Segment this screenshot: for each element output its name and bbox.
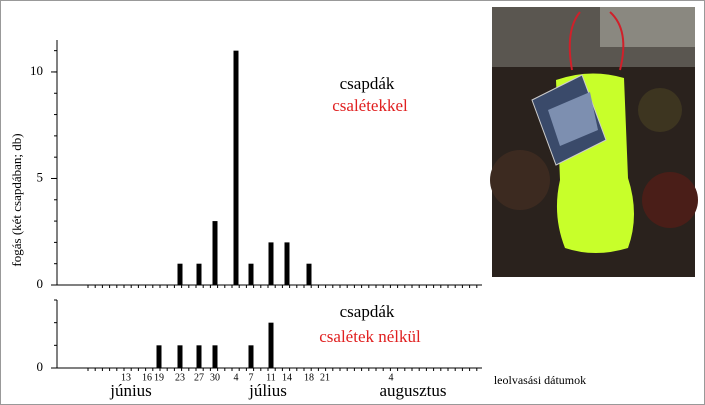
bar [212, 221, 218, 285]
x-tick-label: 21 [320, 372, 330, 383]
x-axis-label: leolvasási dátumok [494, 373, 586, 387]
bar [248, 263, 254, 285]
x-tick-label: 27 [194, 372, 204, 383]
y-tick-label: 0 [37, 359, 44, 374]
x-tick-label: 14 [282, 372, 292, 383]
bar [248, 345, 254, 368]
annotation: csapdák [340, 74, 395, 93]
bar [233, 50, 239, 285]
bar [177, 263, 183, 285]
bar [196, 345, 202, 368]
y-axis-label: fogás (két csapdában; db) [9, 133, 24, 266]
month-label: június [109, 381, 152, 400]
x-tick-label: 4 [389, 372, 394, 383]
bar [268, 242, 274, 285]
bar [268, 322, 274, 368]
photo [490, 7, 698, 277]
x-tick-label: 30 [210, 372, 220, 383]
annotation: csalétek nélkül [319, 327, 421, 346]
y-tick-label: 0 [37, 276, 44, 291]
bar [156, 345, 162, 368]
x-tick-label: 13 [121, 372, 131, 383]
bar [306, 263, 312, 285]
x-tick-label: 23 [175, 372, 185, 383]
month-label: július [248, 381, 287, 400]
x-tick-label: 16 [142, 372, 152, 383]
bar [177, 345, 183, 368]
bar [196, 263, 202, 285]
bar [284, 242, 290, 285]
y-tick-label: 5 [37, 169, 44, 184]
bar [212, 345, 218, 368]
x-tick-label: 19 [154, 372, 164, 383]
month-label: augusztus [379, 381, 446, 400]
x-tick-label: 7 [249, 372, 254, 383]
annotation: csalétekkel [332, 96, 408, 115]
x-tick-label: 11 [266, 372, 276, 383]
x-tick-label: 4 [234, 372, 239, 383]
y-tick-label: 10 [30, 63, 43, 78]
annotation: csapdák [340, 302, 395, 321]
x-tick-label: 18 [304, 372, 314, 383]
